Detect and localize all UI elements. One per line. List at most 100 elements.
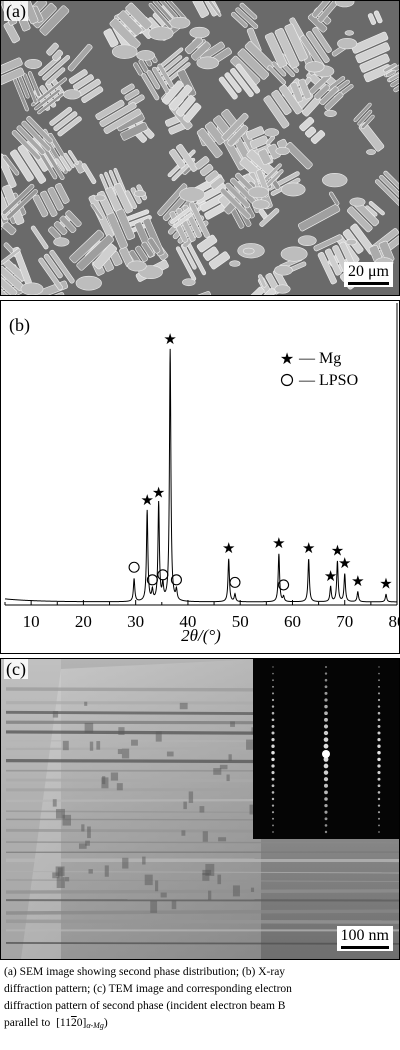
panel-c-label: (c) (4, 659, 28, 679)
lamellar-phase (231, 2, 259, 29)
blocky-phase (322, 173, 348, 188)
scale-bar-a-line (347, 282, 389, 285)
caption-line-4-prefix: parallel to (4, 1017, 51, 1029)
lamellar-phase (115, 112, 149, 141)
caption-line-3: diffraction pattern of second phase (inc… (4, 1000, 286, 1012)
lamellar-phase (161, 80, 202, 123)
zone-axis-bar-digit: 2 (70, 1017, 77, 1029)
lamellar-phase (31, 77, 67, 115)
lamellar-phase (11, 116, 53, 161)
blocky-phase (345, 238, 357, 246)
lamellar-phase (38, 249, 75, 291)
lpso-peak-marker (278, 579, 290, 591)
scale-bar-c-line (340, 946, 389, 949)
lamellar-phase (195, 291, 212, 295)
x-tick-label: 50 (232, 612, 249, 631)
zone-axis-open: [11 (56, 1017, 71, 1029)
mg-peak-marker: ★ (222, 541, 235, 557)
lamellar-phase (32, 183, 70, 218)
blocky-phase (111, 44, 138, 59)
lamellar-phase (109, 2, 153, 50)
lpso-peak-marker (157, 569, 169, 581)
blocky-phase (20, 282, 44, 295)
mg-peak-marker: ★ (152, 486, 165, 502)
blocky-phase (229, 260, 241, 267)
legend-star-icon: ★ (280, 351, 294, 368)
lamellar-phase (170, 207, 193, 229)
sem-micrograph (1, 1, 399, 295)
blocky-phase (324, 109, 337, 118)
caption-line-2: diffraction pattern; (c) TEM image and c… (4, 983, 292, 995)
lamellar-phase (285, 142, 313, 170)
blocky-phase (136, 50, 156, 61)
x-tick-label: 10 (23, 612, 40, 631)
blocky-phase (251, 199, 270, 210)
panel-a-label: (a) (4, 1, 28, 21)
lamellar-phase (353, 102, 375, 130)
mg-peak-marker: ★ (379, 576, 392, 592)
lpso-peak-marker (146, 574, 158, 586)
blocky-phase (196, 56, 220, 70)
blocky-phase (304, 61, 325, 73)
lamellar-phase (69, 229, 115, 271)
lamellar-phase (184, 36, 211, 61)
lamellar-phase (374, 170, 399, 209)
blocky-phase (169, 16, 191, 29)
lamellar-phase (81, 163, 97, 185)
lamellar-phase (55, 150, 79, 172)
lamellar-phase (313, 234, 343, 252)
x-tick-label: 20 (75, 612, 92, 631)
lamellar-phase (367, 10, 383, 25)
lpso-peak-marker (128, 561, 140, 573)
diffraction-inset (253, 659, 399, 839)
lpso-peak-marker (229, 576, 241, 588)
sem-image-panel: (a) 20 μm (0, 0, 400, 296)
blocky-phase (344, 30, 354, 36)
lamellar-phase (68, 69, 104, 103)
blocky-phase (337, 37, 358, 50)
lamellar-phase (106, 208, 136, 249)
blocky-phase (274, 284, 291, 294)
lamellar-phase (2, 154, 20, 176)
lamellar-phase (258, 274, 267, 288)
lamellar-phase (67, 43, 93, 72)
blocky-phase (182, 278, 196, 287)
panel-b-label: (b) (9, 315, 30, 335)
lamellar-phase (194, 156, 225, 190)
xrd-chart: ★★★★★★★★★★★ 1020304050607080 2θ/(°) ★ — … (4, 303, 400, 645)
mg-peak-marker: ★ (302, 541, 315, 557)
scale-bar-c-text: 100 nm (340, 927, 389, 944)
x-tick-label: 40 (179, 612, 196, 631)
lamellar-phase (1, 57, 25, 85)
saed-spots (271, 665, 381, 834)
blocky-phase (75, 275, 102, 291)
blocky-phase (148, 26, 174, 41)
lamellar-phase (358, 122, 385, 152)
tem-image-panel: (c) 100 nm (0, 658, 400, 960)
tem-micrograph (1, 659, 399, 959)
x-tick-labels: 10 20 30 40 50 60 70 80 (4, 600, 400, 631)
lamellar-phase (48, 210, 82, 240)
xrd-panel: ★★★★★★★★★★★ 1020304050607080 2θ/(°) ★ — … (0, 300, 400, 654)
mg-peak-marker: ★ (324, 569, 337, 585)
zone-axis-subscript: α-Mg (86, 1021, 104, 1030)
lamellar-phase (46, 42, 64, 62)
blocky-phase (93, 194, 106, 202)
lamellar-phase (218, 63, 261, 100)
blocky-phase (133, 190, 146, 197)
blocky-phase (242, 247, 255, 255)
lpso-peak-marker (170, 574, 182, 586)
caption-line-4-suffix: ) (103, 1017, 108, 1029)
lamellar-phase (1, 259, 27, 295)
lamellar-phase (169, 143, 199, 172)
lamellar-phase (259, 208, 280, 227)
scale-bar-a: 20 μm (343, 262, 393, 287)
mg-peak-marker: ★ (163, 332, 176, 348)
lamellar-phase (299, 116, 326, 144)
mg-peak-marker: ★ (140, 493, 153, 509)
mg-peak-marker: ★ (272, 536, 285, 552)
blocky-phase (63, 89, 82, 100)
blocky-phase (179, 187, 205, 202)
x-tick-label: 80 (389, 612, 400, 631)
blocky-phase (349, 197, 366, 207)
